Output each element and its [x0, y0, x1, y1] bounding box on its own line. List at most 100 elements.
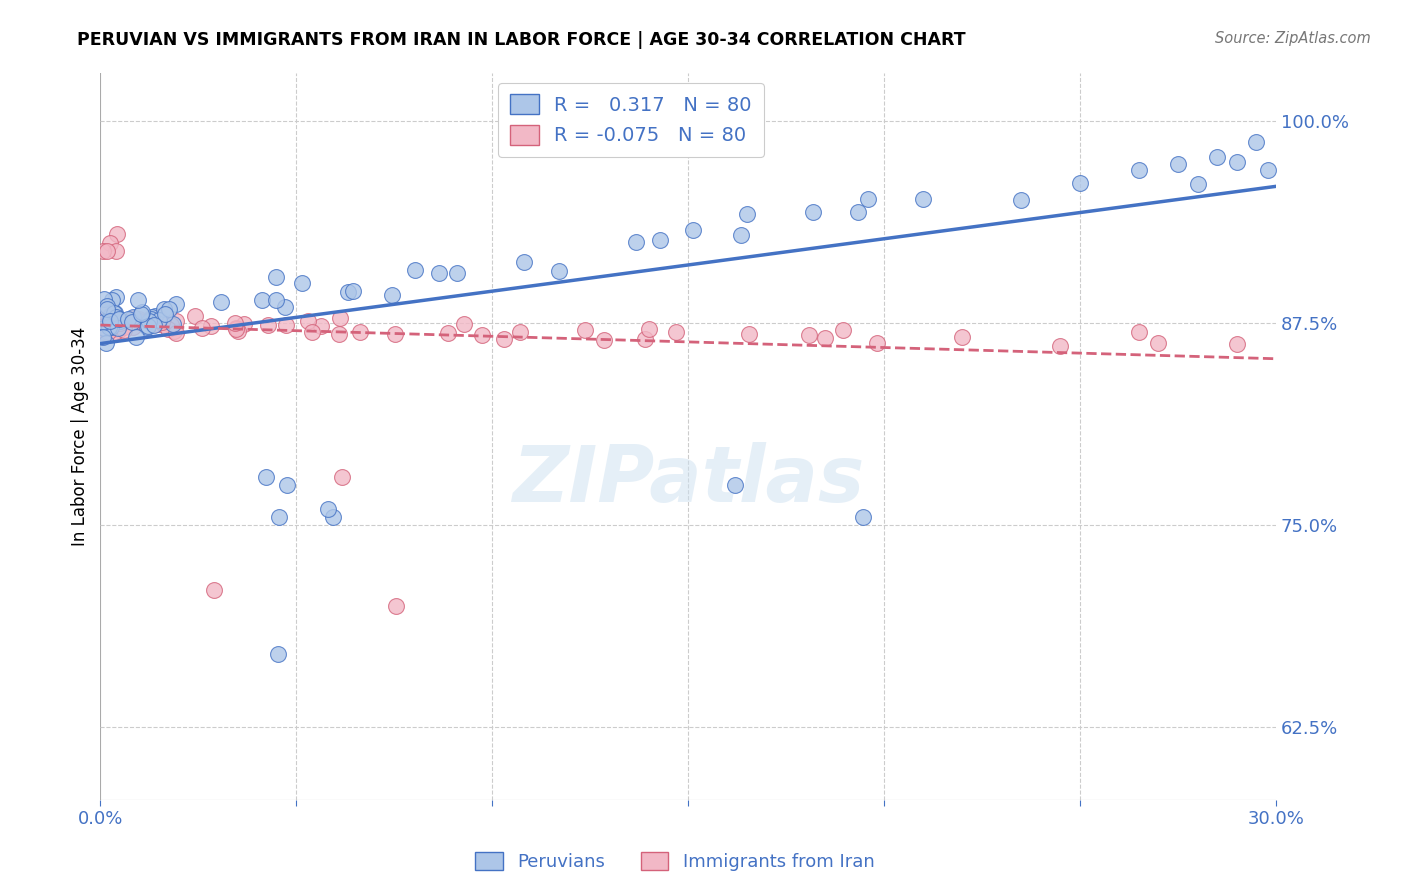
Point — [264, 293, 287, 308]
Point — [127, 293, 149, 307]
Point — [309, 319, 332, 334]
Legend: R =   0.317   N = 80, R = -0.075   N = 80: R = 0.317 N = 80, R = -0.075 N = 80 — [498, 83, 763, 157]
Point — [336, 285, 359, 299]
Point — [105, 313, 128, 327]
Point — [224, 316, 246, 330]
Point — [110, 318, 132, 332]
Text: Source: ZipAtlas.com: Source: ZipAtlas.com — [1215, 31, 1371, 46]
Point — [153, 302, 176, 317]
Point — [1167, 157, 1189, 171]
Point — [191, 321, 214, 335]
Point — [737, 207, 759, 221]
Point — [153, 318, 176, 333]
Point — [160, 318, 183, 332]
Point — [471, 328, 494, 343]
Point — [267, 647, 290, 661]
Point — [93, 321, 115, 335]
Point — [1010, 193, 1032, 207]
Point — [633, 332, 655, 346]
Point — [513, 255, 536, 269]
Point — [108, 323, 131, 337]
Point — [107, 318, 129, 332]
Point — [814, 330, 837, 344]
Point — [1257, 162, 1279, 177]
Point — [730, 227, 752, 242]
Point — [148, 313, 170, 327]
Point — [103, 318, 125, 332]
Point — [797, 327, 820, 342]
Point — [856, 192, 879, 206]
Point — [276, 477, 298, 491]
Point — [105, 290, 128, 304]
Point — [665, 325, 688, 339]
Point — [832, 323, 855, 337]
Point — [257, 318, 280, 333]
Text: PERUVIAN VS IMMIGRANTS FROM IRAN IN LABOR FORCE | AGE 30-34 CORRELATION CHART: PERUVIAN VS IMMIGRANTS FROM IRAN IN LABO… — [77, 31, 966, 49]
Point — [103, 314, 125, 328]
Point — [138, 314, 160, 328]
Point — [100, 320, 122, 334]
Point — [427, 266, 450, 280]
Point — [146, 317, 169, 331]
Point — [250, 293, 273, 307]
Point — [330, 469, 353, 483]
Point — [291, 276, 314, 290]
Point — [165, 314, 187, 328]
Point — [316, 502, 339, 516]
Point — [225, 322, 247, 336]
Point — [157, 302, 180, 317]
Point — [1147, 335, 1170, 350]
Point — [492, 332, 515, 346]
Point — [128, 312, 150, 326]
Point — [384, 327, 406, 342]
Point — [446, 266, 468, 280]
Point — [737, 326, 759, 341]
Point — [96, 244, 118, 258]
Point — [139, 312, 162, 326]
Point — [801, 204, 824, 219]
Point — [163, 324, 186, 338]
Point — [276, 318, 298, 333]
Point — [682, 223, 704, 237]
Point — [1226, 155, 1249, 169]
Point — [301, 325, 323, 339]
Point — [103, 306, 125, 320]
Point — [98, 310, 121, 324]
Point — [254, 469, 277, 483]
Point — [107, 320, 129, 334]
Point — [200, 318, 222, 333]
Point — [131, 305, 153, 319]
Point — [183, 309, 205, 323]
Point — [98, 235, 121, 250]
Point — [593, 333, 616, 347]
Point — [121, 319, 143, 334]
Point — [100, 309, 122, 323]
Point — [117, 312, 139, 326]
Point — [96, 299, 118, 313]
Point — [108, 314, 131, 328]
Point — [232, 317, 254, 331]
Point — [1226, 336, 1249, 351]
Point — [548, 264, 571, 278]
Point — [650, 233, 672, 247]
Point — [136, 320, 159, 334]
Point — [225, 321, 247, 335]
Point — [202, 582, 225, 597]
Point — [143, 310, 166, 324]
Point — [108, 316, 131, 330]
Point — [96, 326, 118, 340]
Point — [104, 305, 127, 319]
Point — [105, 310, 128, 325]
Point — [98, 319, 121, 334]
Point — [93, 316, 115, 330]
Point — [111, 319, 134, 334]
Point — [209, 294, 232, 309]
Point — [122, 310, 145, 325]
Point — [96, 301, 118, 316]
Point — [1187, 177, 1209, 191]
Point — [624, 235, 647, 249]
Legend: Peruvians, Immigrants from Iran: Peruvians, Immigrants from Iran — [468, 845, 882, 879]
Point — [112, 322, 135, 336]
Point — [101, 293, 124, 307]
Point — [165, 296, 187, 310]
